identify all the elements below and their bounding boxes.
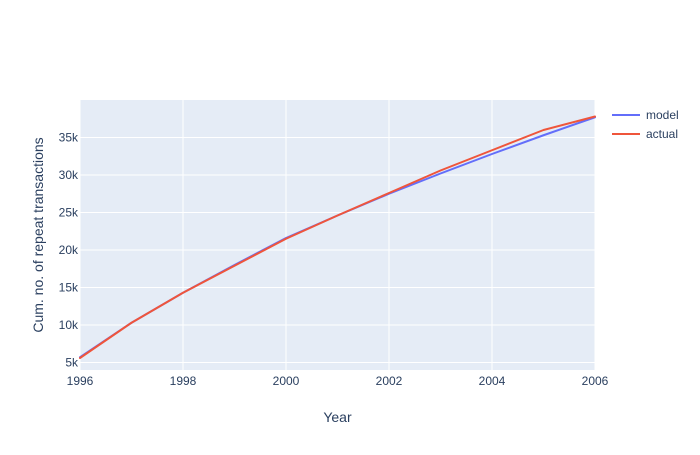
y-tick-label-30k: 30k — [59, 168, 79, 182]
y-tick-label-10k: 10k — [59, 318, 79, 332]
y-axis-ticks: 5k 10k 15k 20k 25k 30k 35k — [59, 131, 79, 370]
y-axis-title: Cum. no. of repeat transactions — [30, 137, 46, 332]
y-tick-label-35k: 35k — [59, 131, 79, 145]
legend-label-model: model — [646, 108, 679, 122]
grid-lines — [79, 100, 596, 370]
x-tick-label-2002: 2002 — [376, 374, 403, 388]
x-tick-label-2000: 2000 — [273, 374, 300, 388]
x-tick-label-2006: 2006 — [582, 374, 609, 388]
legend-label-actual: actual — [646, 127, 678, 141]
y-tick-label-5k: 5k — [65, 356, 79, 370]
y-tick-label-25k: 25k — [59, 206, 79, 220]
x-tick-label-1998: 1998 — [170, 374, 197, 388]
y-tick-label-20k: 20k — [59, 243, 79, 257]
y-tick-label-15k: 15k — [59, 281, 79, 295]
series-line-actual — [79, 115, 596, 359]
x-tick-label-2004: 2004 — [479, 374, 506, 388]
x-tick-label-1996: 1996 — [67, 374, 94, 388]
legend: model actual — [612, 108, 679, 141]
x-axis-title: Year — [323, 409, 352, 425]
x-axis-ticks: 1996 1998 2000 2002 2004 2006 — [67, 374, 609, 388]
series-layer — [79, 115, 596, 359]
